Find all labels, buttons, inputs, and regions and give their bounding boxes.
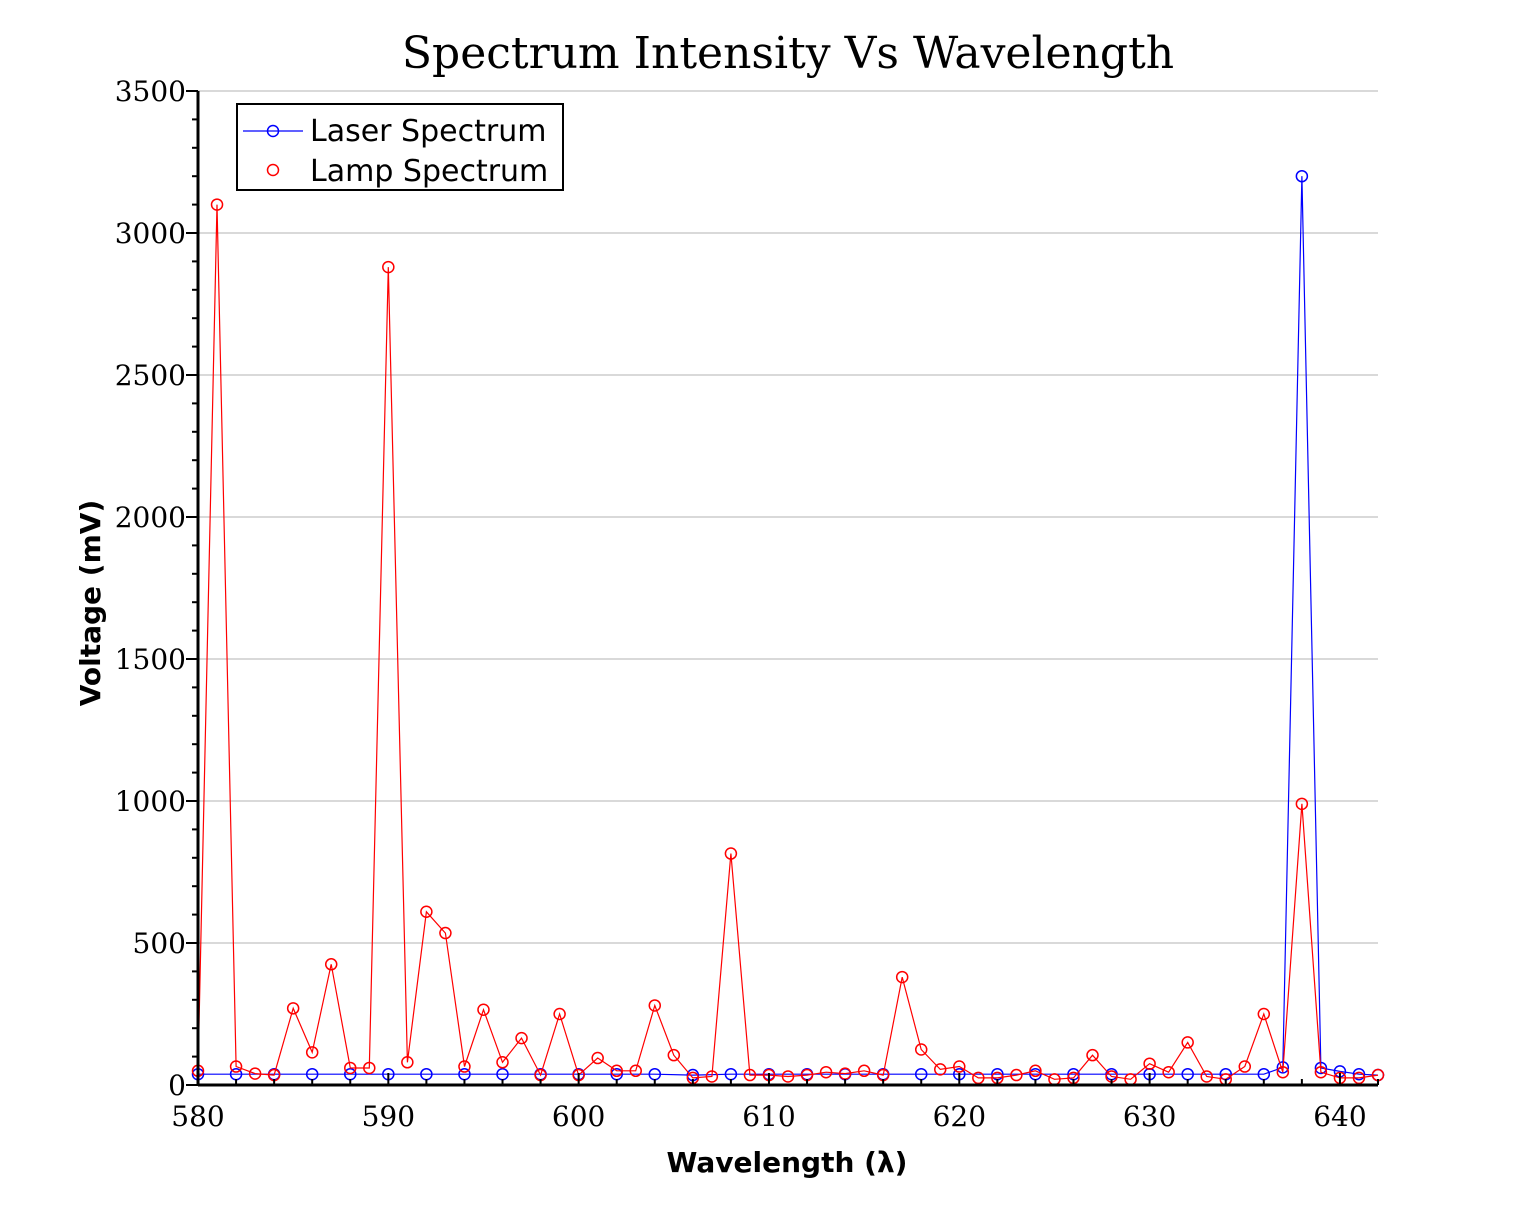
lamp-data-point <box>667 1048 681 1062</box>
lamp-data-point <box>1029 1064 1042 1078</box>
y-tick-label: 500 <box>133 927 186 960</box>
lamp-data-point <box>724 847 738 860</box>
lamp-data-point <box>934 1063 947 1076</box>
lamp-data-point <box>1200 1070 1213 1083</box>
y-axis-label: Voltage (mV) <box>74 500 107 706</box>
chart-title: Spectrum Intensity Vs Wavelength <box>402 28 1174 79</box>
lamp-data-point <box>1010 1068 1023 1082</box>
lamp-data-point <box>591 1051 604 1065</box>
lamp-data-point <box>972 1071 985 1085</box>
y-tick-label: 2000 <box>115 501 186 534</box>
x-tick-label: 600 <box>552 1100 605 1133</box>
x-tick-label: 630 <box>1123 1100 1176 1133</box>
lamp-data-point <box>420 905 433 919</box>
legend-lamp-marker <box>266 163 280 177</box>
x-axis-label: Wavelength (λ) <box>667 1146 908 1179</box>
lamp-spectrum-line <box>197 204 1379 1080</box>
laser-spectrum-line <box>198 176 1379 1076</box>
lamp-data-point <box>401 1056 414 1069</box>
lamp-data-point <box>515 1031 528 1045</box>
lamp-data-point <box>496 1056 509 1069</box>
lamp-data-point <box>1162 1065 1175 1079</box>
lamp-data-point <box>363 1061 376 1075</box>
y-tick-label: 3500 <box>115 75 186 108</box>
lamp-data-point <box>1238 1060 1252 1073</box>
y-tick-label: 2500 <box>115 359 186 392</box>
x-tick-label: 640 <box>1313 1100 1366 1133</box>
lamp-data-point <box>648 999 662 1012</box>
x-tick-label: 620 <box>933 1100 986 1133</box>
lamp-data-point <box>1314 1065 1328 1079</box>
legend-box <box>236 103 564 191</box>
lamp-data-point <box>305 1046 319 1059</box>
lamp-data-point <box>439 926 452 940</box>
laser-data-point <box>1295 169 1309 183</box>
lamp-data-point <box>286 1002 300 1015</box>
lamp-data-point <box>324 958 338 971</box>
x-tick-label: 610 <box>742 1100 795 1133</box>
lamp-data-point <box>610 1064 623 1078</box>
lamp-data-point <box>1276 1065 1290 1079</box>
lamp-data-point <box>705 1070 719 1083</box>
lamp-data-point <box>1181 1036 1194 1049</box>
lamp-data-point <box>210 198 224 211</box>
legend-laser-marker <box>266 124 280 138</box>
lamp-data-point <box>629 1064 642 1078</box>
y-tick-label: 1000 <box>115 785 186 818</box>
lamp-data-point <box>743 1068 757 1082</box>
plot-area <box>191 169 1385 1086</box>
lamp-data-point <box>1295 797 1309 811</box>
lamp-data-point <box>1352 1071 1366 1085</box>
lamp-data-point <box>819 1065 833 1079</box>
lamp-data-point <box>895 970 909 984</box>
laser-data-point <box>1314 1061 1328 1075</box>
y-tick-label: 0 <box>168 1069 186 1102</box>
legend-laser-label: Laser Spectrum <box>310 114 546 149</box>
lamp-data-point <box>1143 1057 1156 1070</box>
lamp-data-point <box>248 1067 262 1080</box>
lamp-data-point <box>781 1070 795 1083</box>
x-tick-label: 590 <box>362 1100 415 1133</box>
lamp-data-point <box>229 1060 243 1073</box>
x-tick-label: 580 <box>171 1100 224 1133</box>
lamp-data-point <box>953 1060 966 1073</box>
y-tick-label: 1500 <box>115 643 186 676</box>
legend-lamp-label: Lamp Spectrum <box>310 154 548 189</box>
lamp-data-point <box>857 1064 871 1078</box>
lamp-data-point <box>458 1060 471 1073</box>
legend: Laser Spectrum Lamp Spectrum <box>236 103 564 191</box>
lamp-data-point <box>1257 1007 1271 1021</box>
lamp-data-point <box>477 1003 490 1016</box>
laser-data-point <box>1352 1067 1366 1081</box>
lamp-data-point <box>382 260 395 274</box>
lamp-data-point <box>553 1007 566 1021</box>
laser-data-point <box>1276 1061 1290 1074</box>
lamp-data-point <box>1086 1048 1099 1062</box>
y-tick-label: 3000 <box>115 217 186 250</box>
lamp-data-point <box>914 1043 928 1056</box>
lamp-data-point <box>344 1061 357 1075</box>
axes: 0 500 1000 1500 2000 2500 3000 3500 580 590 600 610… <box>115 75 1379 1133</box>
